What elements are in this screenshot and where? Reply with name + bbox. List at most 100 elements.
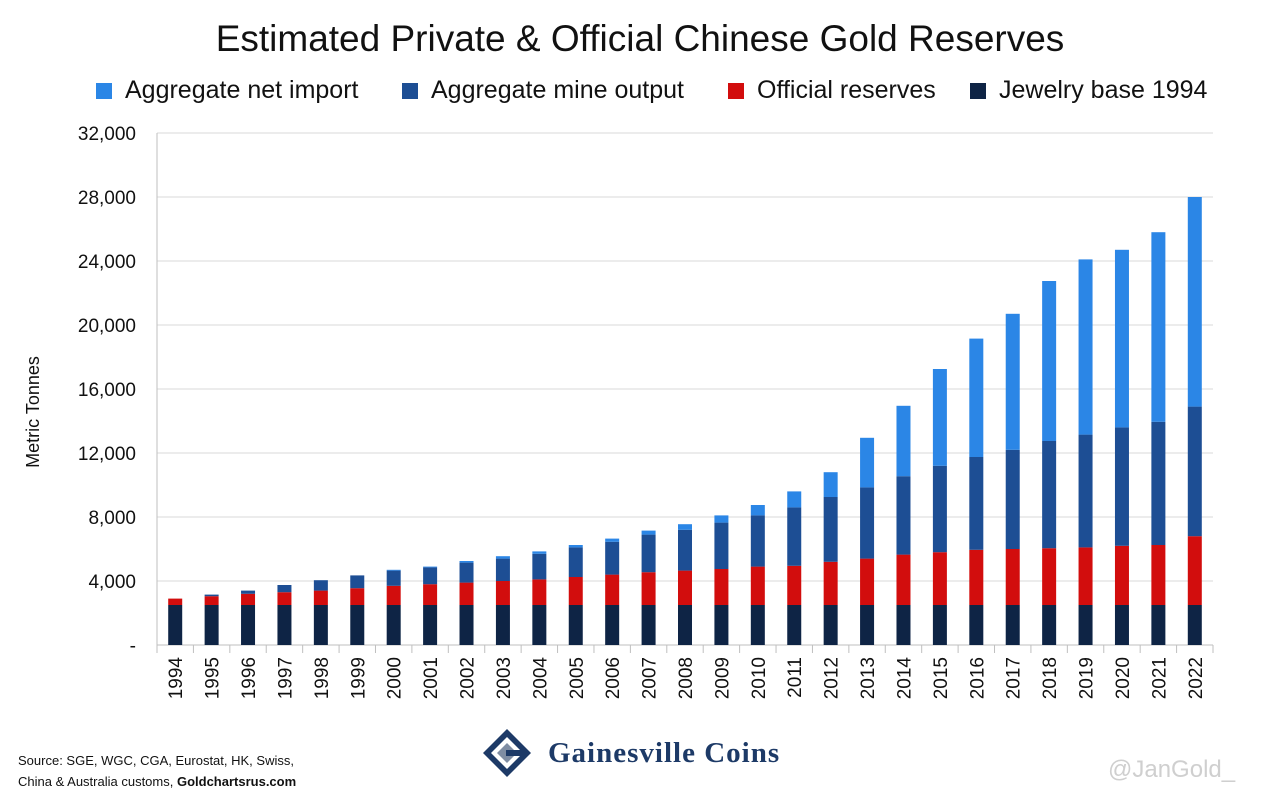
bar-segment	[1005, 549, 1020, 605]
legend-swatch	[402, 82, 418, 99]
x-tick-label: 2011	[785, 657, 806, 698]
y-tick-label: 12,000	[78, 444, 136, 465]
bar-segment	[1005, 313, 1020, 450]
bar-segment	[532, 553, 547, 580]
bar-segment	[313, 605, 328, 645]
bar-segment	[495, 558, 510, 581]
gainesville-coins-logo: Gainesville Coins	[482, 728, 780, 778]
x-tick-label: 1998	[312, 657, 333, 699]
x-axis-ticks: 1994 1995 1996 1997 1998 1999 2000 2001 2002 2003…	[156, 645, 1214, 700]
bar-segment	[495, 581, 510, 605]
x-tick-label: 2020	[1113, 657, 1134, 699]
logo-text: Gainesville Coins	[548, 736, 781, 769]
watermark: @JanGold_	[1108, 756, 1236, 783]
bar-segment	[459, 582, 474, 605]
bar-segment	[932, 552, 947, 605]
x-tick-label: 2018	[1040, 657, 1061, 699]
bar-segment	[386, 569, 401, 571]
source-note: Source: SGE, WGC, CGA, Eurostat, HK, Swi…	[18, 750, 296, 792]
bar-segment	[532, 579, 547, 605]
bar-segment	[1042, 548, 1057, 605]
bar-segment	[1151, 605, 1166, 645]
bar-segment	[787, 491, 802, 508]
x-tick-label: 2012	[822, 657, 843, 699]
bar-segment	[241, 590, 256, 594]
bar-segment	[1042, 441, 1057, 549]
bar-segment	[787, 565, 802, 605]
chart-title: Estimated Private & Official Chinese Gol…	[215, 18, 1065, 59]
source-line-2: China & Australia customs, Goldchartsrus…	[18, 774, 297, 789]
bar-segment	[568, 577, 583, 605]
bar-segment	[896, 405, 911, 477]
bar-segment	[1078, 259, 1093, 435]
bar-segment	[860, 437, 875, 488]
bar-segment	[641, 572, 656, 605]
x-tick-label: 1995	[203, 657, 224, 699]
x-tick-label: 2017	[1004, 657, 1025, 699]
bar-segment	[605, 574, 620, 605]
bar-segment	[459, 561, 474, 563]
bar-segment	[605, 541, 620, 575]
x-tick-label: 2007	[640, 657, 661, 699]
bar-segment	[1151, 545, 1166, 605]
bar-segment	[1078, 434, 1093, 548]
bar-segment	[1187, 197, 1202, 407]
bar-segment	[714, 522, 729, 569]
bar-segment	[1005, 605, 1020, 645]
x-tick-label: 2010	[749, 657, 770, 699]
x-tick-label: 2022	[1186, 657, 1207, 699]
bar-segment	[787, 507, 802, 566]
legend-item-net-import: Aggregate net import	[96, 76, 358, 105]
y-tick-label: 16,000	[78, 380, 136, 401]
bar-segment	[277, 605, 292, 645]
bar-segment	[641, 530, 656, 535]
bar-segment	[823, 605, 838, 645]
y-tick-label: 8,000	[88, 508, 136, 529]
x-tick-label: 2001	[421, 657, 442, 699]
bar-segment	[241, 593, 256, 605]
bar-segment	[568, 605, 583, 645]
y-tick-label: 24,000	[78, 252, 136, 273]
bar-segment	[896, 554, 911, 605]
x-tick-label: 2002	[458, 657, 479, 699]
bar-segment	[1114, 605, 1129, 645]
bar-segment	[1187, 536, 1202, 605]
x-tick-label: 2019	[1077, 657, 1098, 699]
bar-segment	[423, 605, 438, 645]
bar-segment	[750, 566, 765, 605]
x-tick-label: 2015	[931, 657, 952, 699]
bar-segment	[896, 605, 911, 645]
x-tick-label: 2021	[1149, 657, 1170, 699]
bar-segment	[350, 605, 365, 645]
bar-segment	[386, 605, 401, 645]
bar-segment	[459, 605, 474, 645]
x-tick-label: 2005	[567, 657, 588, 699]
chart-legend: Aggregate net import Aggregate mine outp…	[0, 76, 1280, 108]
gainesville-g-logo-icon	[483, 729, 531, 777]
bar-segment	[969, 549, 984, 605]
bar-segment	[678, 570, 692, 605]
y-tick-label: 4,000	[88, 572, 136, 593]
bar-segment	[969, 338, 984, 457]
bar-segment	[313, 590, 328, 605]
bar-segment	[277, 592, 292, 605]
bar-segment	[860, 605, 875, 645]
bar-segment	[241, 605, 256, 645]
bar-segment	[896, 476, 911, 555]
bar-segment	[423, 567, 438, 585]
x-tick-label: 2003	[494, 657, 515, 699]
bar-segment	[678, 605, 692, 645]
bar-segment	[532, 605, 547, 645]
bar-segment	[969, 457, 984, 550]
bar-segment	[1187, 605, 1202, 645]
bar-segment	[714, 605, 729, 645]
bar-segment	[1042, 281, 1057, 441]
bar-segment	[204, 596, 219, 605]
bar-segment	[423, 566, 438, 568]
x-tick-label: 1999	[348, 657, 369, 699]
bar-segment	[932, 465, 947, 553]
bar-segment	[1042, 605, 1057, 645]
bar-segment	[1151, 232, 1166, 422]
bar-segment	[1114, 249, 1129, 428]
x-tick-label: 2004	[530, 657, 551, 700]
